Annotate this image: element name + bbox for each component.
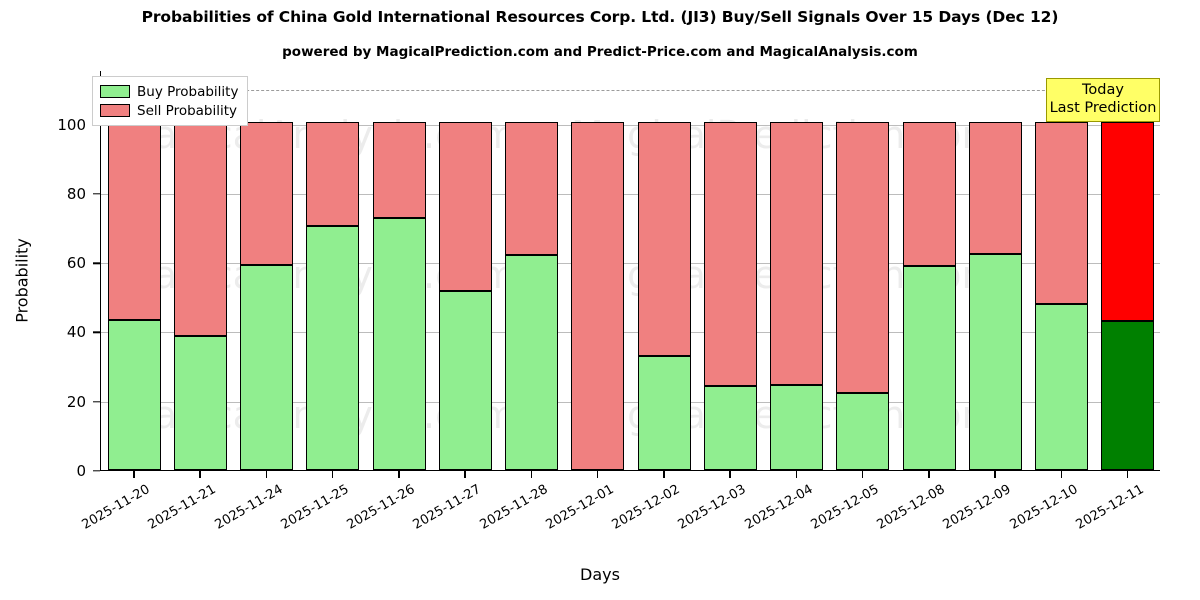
bar-segment-sell[interactable] (571, 121, 625, 470)
bar-group[interactable] (505, 71, 559, 470)
chart-legend: Buy Probability Sell Probability (92, 76, 249, 126)
y-tick-mark (93, 331, 100, 334)
bar-segment-buy[interactable] (770, 384, 824, 470)
bar-group[interactable] (240, 71, 294, 470)
x-tick-mark (861, 471, 864, 478)
x-tick-mark (795, 471, 798, 478)
today-label-line2: Last Prediction (1049, 99, 1157, 116)
gridline-y-60 (101, 263, 1160, 265)
bar-segment-sell[interactable] (372, 121, 426, 219)
bar-segment-buy[interactable] (902, 266, 956, 470)
gridline-y-40 (101, 332, 1160, 334)
bar-group[interactable] (1035, 71, 1089, 470)
bar-group[interactable] (173, 71, 227, 470)
x-axis-label: Days (580, 565, 620, 584)
x-tick-mark (1060, 471, 1063, 478)
bar-segment-sell[interactable] (902, 121, 956, 267)
bar-segment-sell[interactable] (703, 121, 757, 387)
bar-segment-buy[interactable] (438, 291, 492, 470)
bar-group[interactable] (1101, 71, 1155, 470)
bar-group[interactable] (836, 71, 890, 470)
bar-segment-sell[interactable] (240, 121, 294, 265)
x-tick-mark (663, 471, 665, 478)
reference-line-dashed (101, 90, 1160, 92)
bar-segment-buy[interactable] (637, 355, 691, 470)
x-tick-mark (994, 471, 996, 478)
gridline-y-100 (101, 124, 1160, 126)
bar-segment-buy[interactable] (1101, 321, 1155, 470)
bar-segment-sell[interactable] (173, 121, 227, 336)
bar-group[interactable] (637, 71, 691, 470)
gridline-y-80 (101, 193, 1160, 195)
x-tick-mark (596, 471, 599, 478)
legend-item: Sell Probability (100, 101, 238, 120)
bar-segment-sell[interactable] (637, 121, 691, 356)
bar-group[interactable] (968, 71, 1022, 470)
x-tick-mark (133, 471, 135, 478)
legend-label: Buy Probability (137, 83, 239, 100)
legend-swatch-icon (100, 85, 130, 98)
bar-segment-sell[interactable] (107, 121, 161, 320)
x-tick-mark (265, 471, 268, 478)
page-title: Probabilities of China Gold Internationa… (141, 8, 1059, 26)
y-tick-label: 60 (66, 254, 86, 273)
y-tick-label: 20 (66, 392, 86, 411)
x-tick-mark (530, 471, 533, 478)
y-tick-mark (93, 262, 100, 264)
x-tick-mark (729, 471, 731, 478)
y-tick-label: 80 (66, 184, 86, 203)
bar-group[interactable] (107, 71, 161, 470)
bar-segment-buy[interactable] (107, 319, 161, 470)
bar-group[interactable] (306, 71, 360, 470)
bar-segment-sell[interactable] (836, 121, 890, 394)
x-tick-mark (928, 471, 930, 478)
bar-segment-sell[interactable] (770, 121, 824, 385)
y-axis: 0 20 40 60 80 100 (0, 71, 1200, 480)
bar-segment-buy[interactable] (703, 386, 757, 470)
bar-segment-buy[interactable] (240, 264, 294, 470)
bar-segment-buy[interactable] (306, 226, 360, 470)
bar-group[interactable] (438, 71, 492, 470)
legend-label: Sell Probability (137, 102, 238, 119)
today-label-line1: Today (1082, 82, 1124, 98)
bar-segment-buy[interactable] (968, 253, 1022, 470)
bar-segment-buy[interactable] (505, 254, 559, 470)
x-tick-mark (1126, 471, 1129, 478)
y-tick-mark (93, 470, 100, 472)
bar-segment-sell[interactable] (1035, 121, 1089, 305)
bar-segment-sell[interactable] (438, 121, 492, 292)
bar-segment-buy[interactable] (836, 393, 890, 470)
bar-segment-buy[interactable] (173, 335, 227, 470)
bar-group[interactable] (372, 71, 426, 470)
bar-segment-buy[interactable] (1035, 304, 1089, 470)
today-annotation-box: Today Last Prediction (1046, 78, 1160, 123)
bar-group[interactable] (571, 71, 625, 470)
legend-item: Buy Probability (100, 82, 238, 101)
bar-segment-sell[interactable] (968, 121, 1022, 254)
bar-segment-sell[interactable] (1101, 121, 1155, 322)
y-axis-label: Probability (12, 238, 32, 323)
bar-group[interactable] (902, 71, 956, 470)
y-tick-mark (93, 193, 100, 195)
y-tick-label: 40 (66, 323, 86, 342)
bar-segment-sell[interactable] (306, 121, 360, 227)
x-tick-mark (199, 471, 201, 478)
chart-subtitle: powered by MagicalPrediction.com and Pre… (282, 44, 918, 60)
y-tick-mark (93, 401, 100, 403)
legend-swatch-icon (100, 104, 130, 117)
gridline-y-20 (101, 401, 1160, 403)
y-tick-label: 100 (57, 115, 86, 134)
bar-segment-buy[interactable] (372, 218, 426, 470)
bar-group[interactable] (703, 71, 757, 470)
x-tick-mark (464, 471, 466, 478)
x-tick-mark (398, 471, 400, 478)
x-tick-mark (331, 471, 334, 478)
y-tick-label: 0 (76, 462, 86, 480)
bar-segment-sell[interactable] (505, 121, 559, 255)
bar-group[interactable] (770, 71, 824, 470)
